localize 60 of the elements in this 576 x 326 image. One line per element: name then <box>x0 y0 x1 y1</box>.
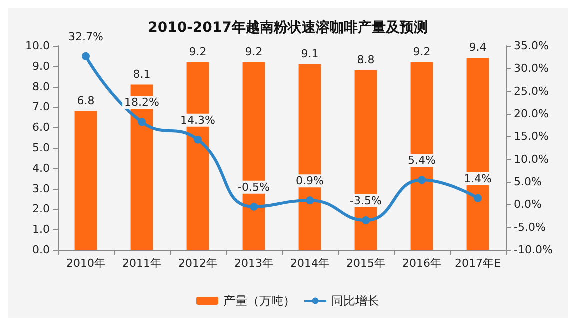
y2-tick-label: 0.0% <box>514 198 542 212</box>
data-label: -3.5% <box>350 194 382 208</box>
data-label: 14.3% <box>180 114 216 127</box>
bar <box>410 62 434 250</box>
legend-label: 同比增长 <box>332 294 380 308</box>
y-tick-label: 10.0 <box>26 40 50 52</box>
point <box>306 196 314 205</box>
bar <box>298 64 322 250</box>
y2-tick-label: 20.0% <box>514 108 549 120</box>
y2-tick-label: 30.0% <box>514 62 549 76</box>
y-tick-label: 5.0 <box>32 142 50 154</box>
y-tick-label: 6.0 <box>32 121 50 134</box>
y-tick-label: 8.0 <box>32 80 50 94</box>
x-tick-label: 2012年 <box>178 257 218 270</box>
data-label: 8.8 <box>357 53 375 66</box>
point <box>82 52 90 60</box>
data-label: 0.9% <box>296 174 324 188</box>
x-tick-label: 2016年 <box>402 257 442 270</box>
y2-tick-label: 10.0% <box>514 152 549 166</box>
x-tick-label: 2013年 <box>234 257 274 270</box>
y-tick-label: 2.0 <box>32 202 50 216</box>
point <box>474 194 482 202</box>
bar <box>466 58 490 250</box>
y-tick-label: 3.0 <box>32 182 50 196</box>
y-tick-label: 9.0 <box>32 60 50 73</box>
data-label: 9.2 <box>189 45 207 58</box>
y-tick-label: 4.0 <box>32 162 50 175</box>
y2-tick-label: -10.0% <box>514 244 553 256</box>
bar <box>74 111 98 250</box>
y2-tick-label: -5.0% <box>514 220 546 234</box>
data-label: 18.2% <box>124 96 160 110</box>
point <box>194 136 202 144</box>
data-label: 9.2 <box>413 45 431 58</box>
data-label: -0.5% <box>238 180 270 194</box>
y2-tick-label: 15.0% <box>514 130 549 144</box>
x-tick-label: 2014年 <box>290 257 330 270</box>
point <box>250 202 258 211</box>
y2-tick-label: 5.0% <box>514 176 542 188</box>
data-label: 1.4% <box>464 172 492 186</box>
x-tick-label: 2010年 <box>66 257 106 270</box>
y2-tick-label: 25.0% <box>514 84 549 98</box>
data-label: 6.8 <box>77 94 95 108</box>
y-tick-label: 1.0 <box>32 223 50 236</box>
x-tick-label: 2017年E <box>455 257 502 270</box>
point <box>138 118 146 126</box>
y-tick-label: 0.0 <box>32 244 50 256</box>
x-tick-label: 2011年 <box>122 257 162 270</box>
legend-label: 产量（万吨） <box>224 294 296 308</box>
data-label: 5.4% <box>408 154 436 168</box>
data-label: 9.2 <box>245 45 263 58</box>
data-label: 8.1 <box>133 68 151 81</box>
y-tick-label: 7.0 <box>32 100 50 114</box>
point <box>362 216 370 225</box>
data-label: 9.1 <box>301 47 319 60</box>
point <box>418 176 426 184</box>
y2-tick-label: 35.0% <box>514 40 549 52</box>
data-label: 9.4 <box>469 41 487 54</box>
data-label: 32.7% <box>68 30 104 44</box>
x-tick-label: 2015年 <box>346 257 386 270</box>
chart-title: 2010-2017年越南粉状速溶咖啡产量及预测 <box>148 19 428 36</box>
